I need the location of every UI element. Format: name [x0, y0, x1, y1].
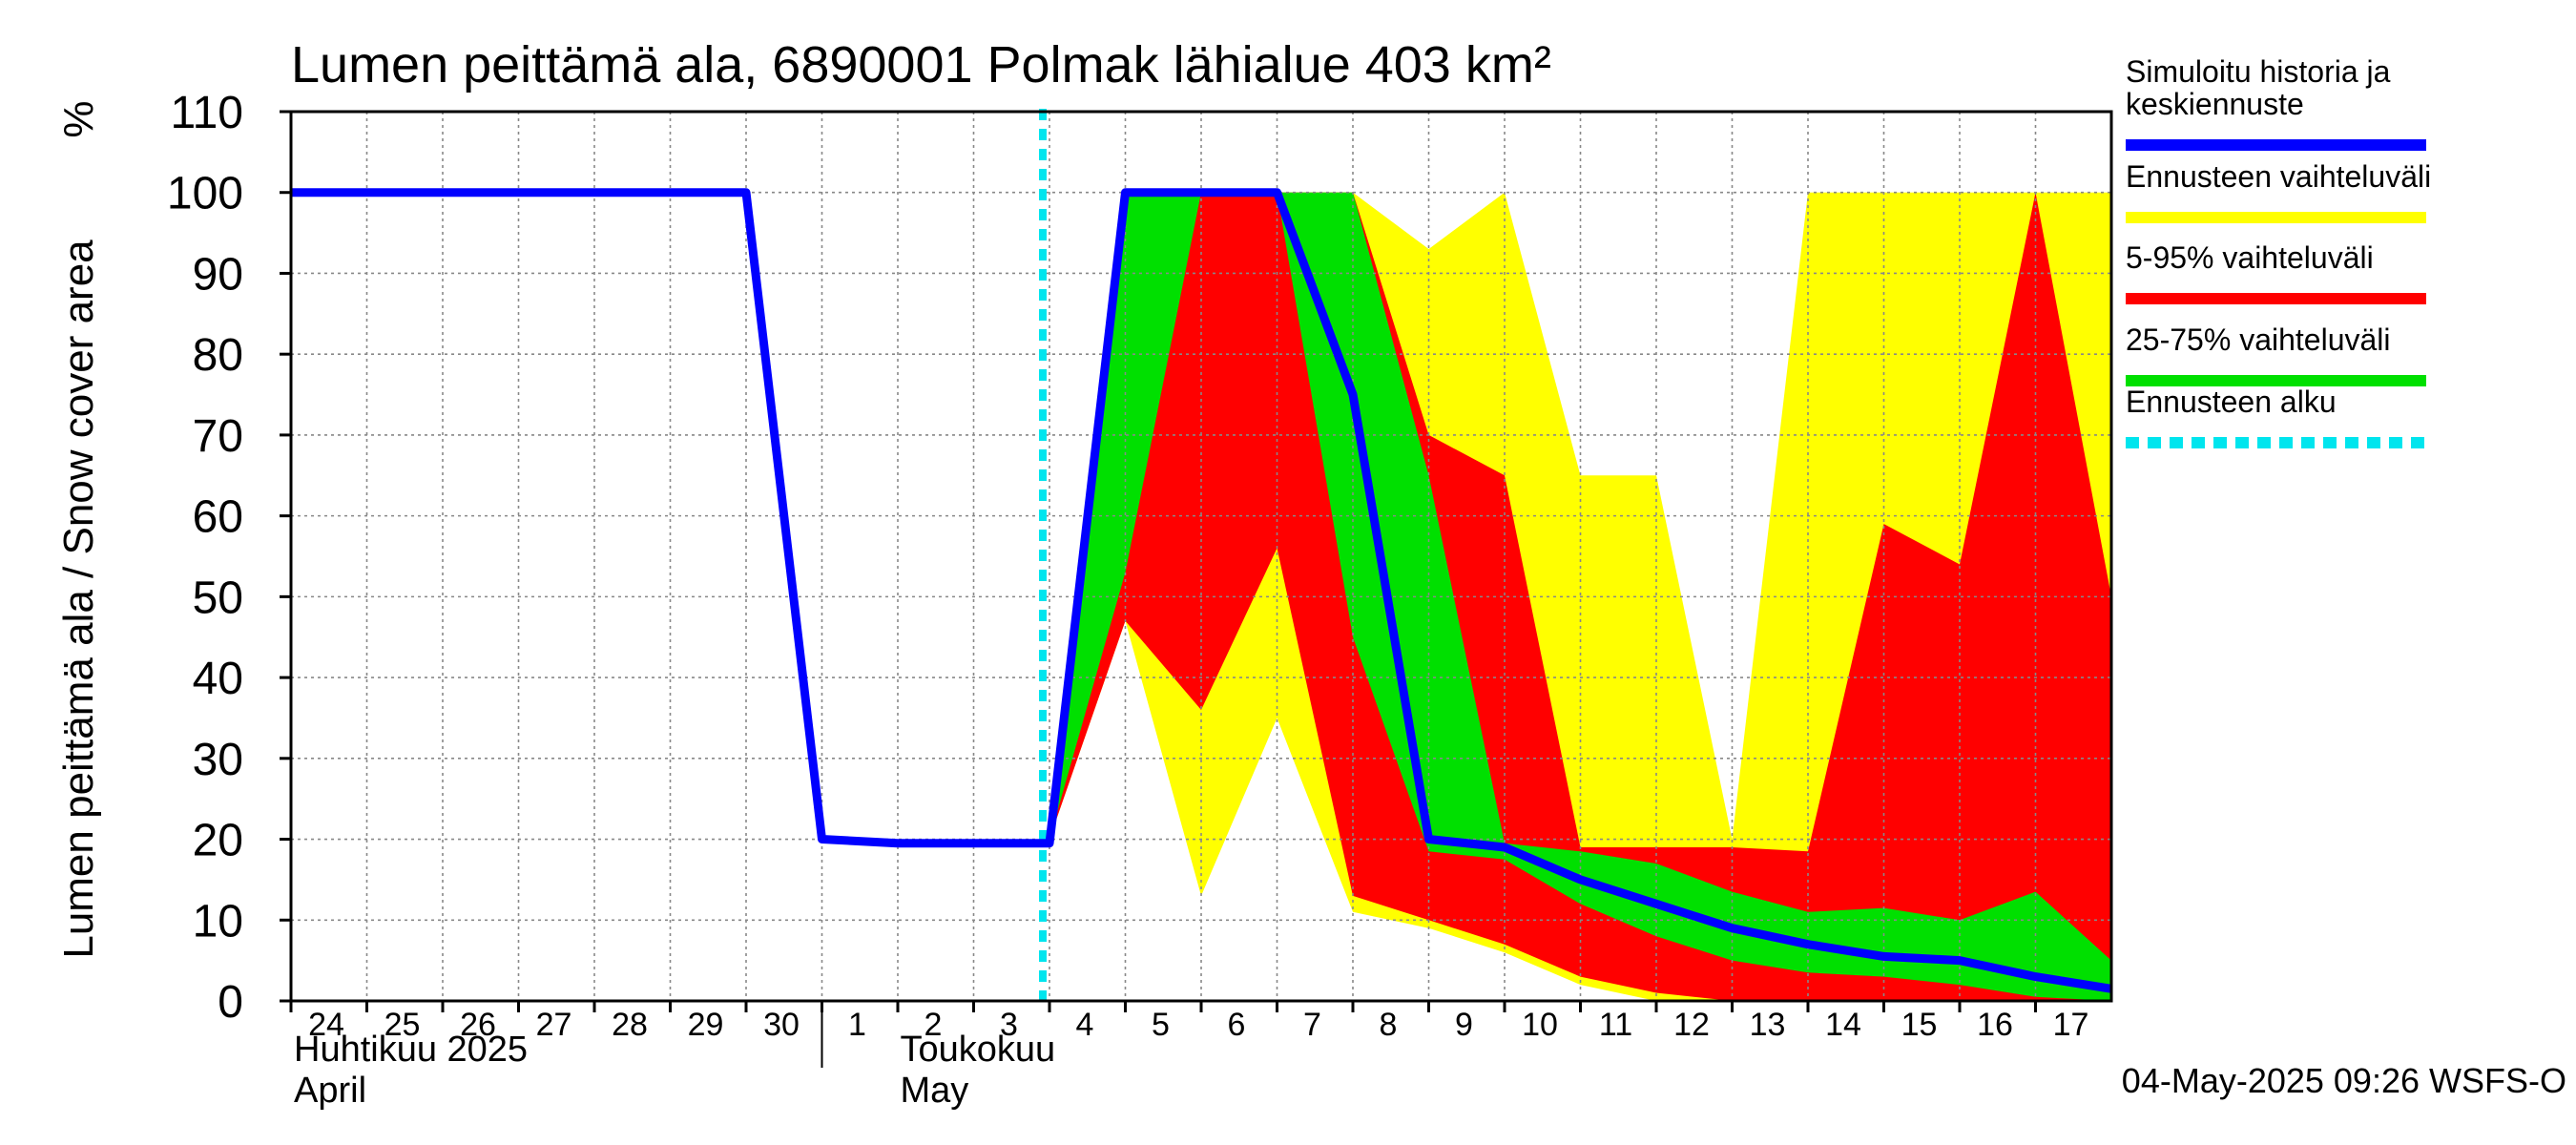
x-tick-label: 13	[1750, 1007, 1786, 1043]
y-tick-label: 100	[167, 169, 243, 219]
y-tick-label: 90	[193, 249, 243, 300]
grid-lines	[291, 112, 2111, 1001]
legend-label: 5-95% vaihteluväli	[2126, 240, 2374, 275]
y-axis-ticks: 0 10 20 30 40 50 60 70 80 90 100 110	[167, 88, 291, 1028]
y-tick-label: 10	[193, 896, 243, 947]
y-tick-label: 110	[170, 88, 243, 138]
month-label-en: May	[901, 1071, 969, 1111]
y-tick-label: 20	[193, 816, 243, 866]
y-tick-label: 80	[193, 330, 243, 381]
month-label-en: April	[294, 1071, 366, 1111]
month-label-fi: Huhtikuu 2025	[294, 1030, 528, 1070]
x-tick-label: 24	[308, 1007, 344, 1043]
x-axis-ticks: 24 25 26 27 28 29 30 1 2 3 4 5 6 7 8 9 10 11 12 13 14 15 16 17H…	[289, 1001, 2089, 1111]
x-tick-label: 2	[924, 1007, 943, 1043]
x-tick-label: 25	[384, 1007, 421, 1043]
x-tick-label: 6	[1228, 1007, 1246, 1043]
y-tick-label: 60	[193, 492, 243, 543]
x-tick-label: 9	[1455, 1007, 1473, 1043]
legend-label: Simuloitu historia ja	[2126, 54, 2391, 89]
y-tick-label: 30	[193, 735, 243, 785]
x-tick-label: 15	[1901, 1007, 1938, 1043]
x-tick-label: 14	[1825, 1007, 1861, 1043]
x-tick-label: 11	[1599, 1007, 1632, 1043]
x-tick-label: 5	[1152, 1007, 1170, 1043]
legend-label: keskiennuste	[2126, 87, 2304, 121]
x-tick-label: 28	[612, 1007, 648, 1043]
y-tick-label: 50	[193, 572, 243, 623]
x-tick-label: 17	[2053, 1007, 2089, 1043]
x-tick-label: 30	[763, 1007, 800, 1043]
month-label-fi: Toukokuu	[901, 1030, 1056, 1070]
x-tick-label: 8	[1380, 1007, 1398, 1043]
x-tick-label: 26	[460, 1007, 496, 1043]
median-line-group	[291, 188, 2112, 993]
median-line	[291, 188, 2112, 993]
x-tick-label: 10	[1522, 1007, 1558, 1043]
y-axis-label: Lumen peittämä ala / Snow cover area	[55, 239, 102, 959]
timestamp-footer: 04-May-2025 09:26 WSFS-O	[2122, 1061, 2566, 1100]
y-axis-unit: %	[55, 100, 102, 137]
x-tick-label: 12	[1673, 1007, 1710, 1043]
chart-title: Lumen peittämä ala, 6890001 Polmak lähia…	[291, 36, 1551, 94]
legend-label: Ennusteen vaihteluväli	[2126, 159, 2431, 194]
legend-label: Ennusteen alku	[2126, 385, 2337, 419]
x-tick-label: 16	[1977, 1007, 2013, 1043]
x-tick-label: 1	[848, 1007, 866, 1043]
legend-label: 25-75% vaihteluväli	[2126, 323, 2391, 357]
x-tick-label: 27	[536, 1007, 572, 1043]
y-tick-label: 70	[193, 411, 243, 462]
band-p25-75	[1049, 192, 2111, 1001]
y-tick-label: 0	[218, 977, 243, 1028]
x-tick-label: 4	[1076, 1007, 1094, 1043]
y-tick-label: 40	[193, 654, 243, 704]
x-tick-label: 3	[1000, 1007, 1018, 1043]
x-tick-label: 7	[1303, 1007, 1321, 1043]
x-tick-label: 29	[688, 1007, 724, 1043]
